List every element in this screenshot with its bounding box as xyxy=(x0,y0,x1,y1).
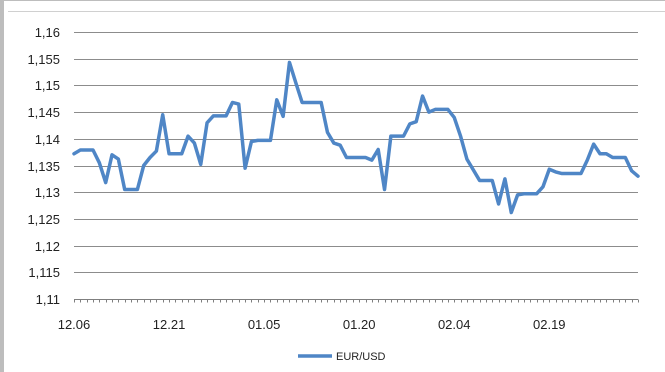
x-tick-label: 12.06 xyxy=(58,317,91,332)
y-tick-label: 1,155 xyxy=(27,52,60,67)
legend-label: EUR/USD xyxy=(336,351,386,363)
y-tick-label: 1,12 xyxy=(35,239,60,254)
series-layer xyxy=(72,60,640,215)
y-tick-label: 1,13 xyxy=(35,185,60,200)
y-tick-label: 1,115 xyxy=(28,265,60,280)
x-tick-label: 01.05 xyxy=(248,317,281,332)
y-tick-label: 1,11 xyxy=(36,292,60,307)
x-tick-label: 01.20 xyxy=(343,317,376,332)
x-tick-label: 02.04 xyxy=(438,317,471,332)
legend: EUR/USD xyxy=(298,351,386,363)
y-tick-label: 1,16 xyxy=(35,25,60,40)
y-axis-tick-labels: 1,11 1,115 1,12 1,125 1,13 1,135 1,14 1,145 1,15… xyxy=(27,25,60,307)
y-tick-label: 1,145 xyxy=(27,105,60,120)
y-tick-label: 1,135 xyxy=(27,159,60,174)
x-tick-label: 12.21 xyxy=(153,317,186,332)
y-tick-label: 1,15 xyxy=(35,78,60,93)
x-axis-tick-labels: 12.06 12.21 01.05 01.20 02.04 02.19 xyxy=(58,317,566,332)
gridlines xyxy=(74,32,638,273)
series-line-eur-usd xyxy=(72,60,640,215)
y-tick-label: 1,14 xyxy=(35,132,60,147)
frame-top-strip xyxy=(8,2,665,12)
x-tick-label: 02.19 xyxy=(533,317,566,332)
y-tick-label: 1,125 xyxy=(27,212,60,227)
x-axis xyxy=(74,299,639,303)
